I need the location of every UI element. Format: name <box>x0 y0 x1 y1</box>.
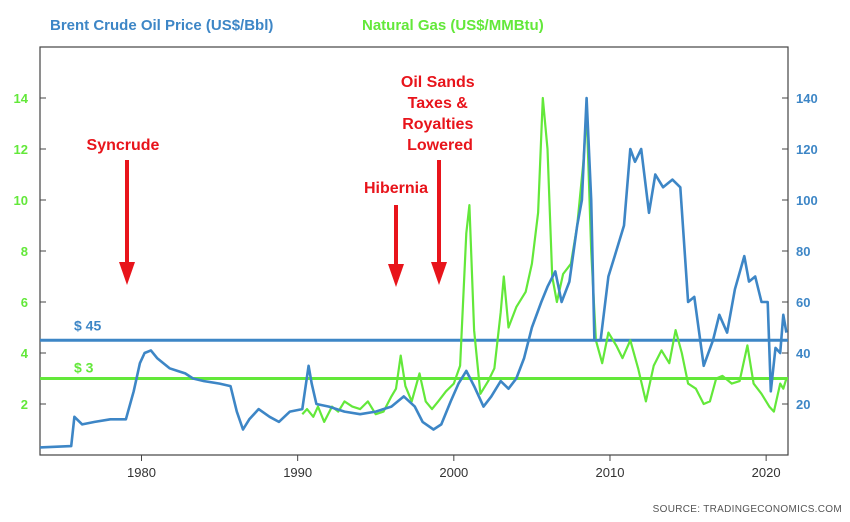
left-tick-label: 12 <box>14 142 28 157</box>
annotation-syncrude: Syncrude <box>87 137 160 154</box>
annotation-oil-sands: Oil Sands Taxes & Royalties Lowered <box>401 74 479 154</box>
right-tick-label: 100 <box>796 193 818 208</box>
annotation-syncrude-arrow <box>119 160 135 285</box>
reference-label-oil: $ 45 <box>74 317 101 333</box>
x-tick-label: 2000 <box>439 465 468 480</box>
right-tick-label: 120 <box>796 142 818 157</box>
x-tick-label: 1980 <box>127 465 156 480</box>
x-axis: 1980 1990 2000 2010 2020 <box>127 455 781 480</box>
series-natural-gas <box>301 96 788 423</box>
right-tick-label: 40 <box>796 346 810 361</box>
legend-oil: Brent Crude Oil Price (US$/Bbl) <box>50 17 273 34</box>
right-tick-label: 20 <box>796 397 810 412</box>
source-note: SOURCE: TRADINGECONOMICS.COM <box>653 504 842 515</box>
annotation-oil-sands-arrow <box>431 160 447 285</box>
right-tick-label: 80 <box>796 244 810 259</box>
left-tick-label: 8 <box>21 244 28 259</box>
legend-gas: Natural Gas (US$/MMBtu) <box>362 17 544 34</box>
left-tick-label: 10 <box>14 193 28 208</box>
right-tick-label: 60 <box>796 295 810 310</box>
right-axis: 20 40 60 80 100 120 140 <box>782 91 818 412</box>
left-tick-label: 6 <box>21 295 28 310</box>
left-tick-label: 2 <box>21 397 28 412</box>
left-axis: 2 4 6 8 10 12 14 <box>14 91 46 412</box>
left-tick-label: 4 <box>21 346 29 361</box>
series-brent-oil <box>39 96 788 449</box>
right-tick-label: 140 <box>796 91 818 106</box>
annotation-hibernia-arrow <box>388 205 404 287</box>
annotation-hibernia: Hibernia <box>364 180 428 197</box>
x-tick-label: 1990 <box>283 465 312 480</box>
reference-label-gas: $ 3 <box>74 360 94 376</box>
x-tick-label: 2010 <box>596 465 625 480</box>
x-tick-label: 2020 <box>752 465 781 480</box>
left-tick-label: 14 <box>14 91 29 106</box>
